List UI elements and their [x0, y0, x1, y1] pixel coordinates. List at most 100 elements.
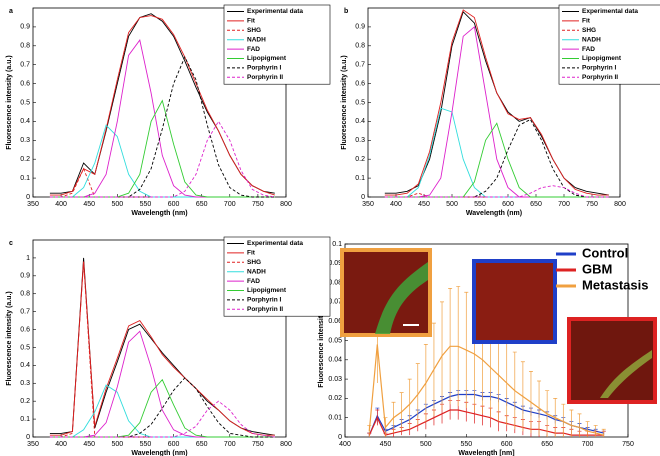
- series-line: [384, 192, 609, 198]
- x-tick-label: 800: [280, 201, 292, 208]
- image-insets: [340, 248, 657, 404]
- y-tick-label: 0.1: [332, 241, 342, 248]
- panel-label: a: [9, 8, 13, 15]
- series-line: [49, 124, 275, 198]
- legend-label: Fit: [582, 18, 591, 25]
- x-tick-label: 350: [27, 201, 39, 208]
- legend-label: Porphyrin II: [582, 74, 618, 81]
- legend-label: FAD: [247, 278, 260, 285]
- y-tick-label: 0.4: [355, 118, 365, 125]
- x-tick-label: 400: [390, 201, 402, 208]
- series-line: [49, 167, 275, 198]
- series-line: [49, 400, 275, 438]
- x-tick-label: 450: [380, 441, 392, 448]
- error-bar: [585, 421, 590, 437]
- y-tick-label: 0: [26, 434, 30, 441]
- x-tick-label: 500: [420, 441, 432, 448]
- y-tick-label: 1: [26, 255, 30, 262]
- legend-label: Porphyrin II: [247, 306, 283, 313]
- y-axis-label: Fluorescence intensity [a.u.]: [318, 293, 325, 388]
- legend-label: Control: [582, 245, 628, 260]
- y-tick-label: 0.2: [20, 156, 30, 163]
- x-axis-label: Wavelength (nm): [466, 210, 522, 217]
- y-tick-label: 0.02: [328, 395, 342, 402]
- x-tick-label: 500: [111, 201, 123, 208]
- y-tick-label: 0.1: [355, 175, 365, 182]
- series-line: [368, 409, 604, 436]
- legend-box: [558, 4, 660, 85]
- x-tick-label: 550: [460, 441, 472, 448]
- x-tick-label: 400: [55, 441, 67, 448]
- y-tick-label: 0.03: [328, 376, 342, 383]
- legend-label: NADH: [247, 36, 266, 43]
- legend-label: Porphyrin I: [247, 297, 282, 304]
- legend-label: Experimental data: [247, 240, 303, 247]
- y-tick-label: 0.3: [20, 137, 30, 144]
- error-bar: [577, 413, 582, 437]
- legend-label: Porphyrin II: [247, 74, 283, 81]
- x-tick-label: 600: [168, 441, 180, 448]
- x-tick-label: 400: [339, 441, 351, 448]
- y-tick-label: 0.7: [355, 62, 365, 69]
- y-tick-label: 0.05: [328, 337, 342, 344]
- y-tick-label: 0.5: [20, 344, 30, 351]
- y-tick-label: 0.1: [20, 175, 30, 182]
- y-tick-label: 0.4: [20, 362, 30, 369]
- y-tick-label: 0.4: [20, 118, 30, 125]
- series-line: [49, 120, 275, 198]
- y-tick-label: 0.08: [328, 279, 342, 286]
- y-tick-label: 0.04: [328, 357, 342, 364]
- panel: 0 0.1 0.2 0.3 0.4 0.5 0.6 0.7 0.8 0.9 350 400 450 500…: [341, 4, 660, 217]
- y-tick-label: 0: [338, 434, 342, 441]
- legend-label: SHG: [582, 27, 596, 34]
- image-texture: [600, 350, 652, 398]
- x-axis-label: Wavelength (nm): [131, 450, 187, 456]
- x-tick-label: 750: [586, 201, 598, 208]
- x-tick-label: 700: [224, 201, 236, 208]
- y-tick-label: 0.01: [328, 415, 342, 422]
- series-line: [368, 344, 604, 436]
- y-tick-label: 0.5: [20, 99, 30, 106]
- x-tick-label: 650: [541, 441, 553, 448]
- legend-label: Lipopigment: [247, 55, 287, 62]
- panel: 0 0.1 0.2 0.3 0.4 0.5 0.6 0.7 0.8 0.9 1 350 400 450 50…: [6, 236, 331, 456]
- legend-label: Fit: [247, 250, 256, 257]
- series-line: [49, 15, 275, 196]
- series-line: [49, 99, 275, 198]
- x-tick-label: 650: [196, 201, 208, 208]
- error-bar: [561, 403, 566, 437]
- error-bar: [569, 409, 574, 437]
- y-tick-label: 0: [26, 194, 30, 201]
- y-tick-label: 0.1: [20, 416, 30, 423]
- panel: 0 0.1 0.2 0.3 0.4 0.5 0.6 0.7 0.8 0.9 350 400 450 500…: [6, 4, 331, 217]
- x-tick-label: 750: [252, 441, 264, 448]
- y-tick-label: 0.06: [328, 318, 342, 325]
- y-tick-label: 0.7: [20, 308, 30, 315]
- legend-box: [223, 236, 331, 317]
- y-tick-label: 0.07: [328, 299, 342, 306]
- legend-label: FAD: [247, 46, 260, 53]
- y-tick-label: 0.6: [20, 80, 30, 87]
- x-tick-label: 650: [530, 201, 542, 208]
- y-tick-label: 0.6: [355, 80, 365, 87]
- y-tick-label: 0.8: [20, 291, 30, 298]
- x-tick-label: 450: [83, 201, 95, 208]
- series-line: [49, 330, 275, 438]
- x-tick-label: 800: [280, 441, 292, 448]
- legend-label: NADH: [582, 36, 601, 43]
- legend-label: SHG: [247, 259, 261, 266]
- y-axis-label: Fluorescence intensity (a.u.): [6, 55, 13, 150]
- y-tick-label: 0: [361, 194, 365, 201]
- legend-label: SHG: [247, 27, 261, 34]
- x-tick-label: 550: [140, 201, 152, 208]
- legend-label: FAD: [582, 46, 595, 53]
- y-tick-label: 0.2: [20, 398, 30, 405]
- y-axis-label: Fluorescence intensity (a.u.): [6, 291, 13, 386]
- x-tick-label: 600: [502, 201, 514, 208]
- x-axis-label: Wavelength [nm]: [458, 450, 514, 456]
- y-tick-label: 0.7: [20, 62, 30, 69]
- legend-label: Lipopigment: [582, 55, 622, 62]
- y-tick-label: 0.9: [20, 24, 30, 31]
- y-tick-label: 0.9: [355, 24, 365, 31]
- x-tick-label: 700: [224, 441, 236, 448]
